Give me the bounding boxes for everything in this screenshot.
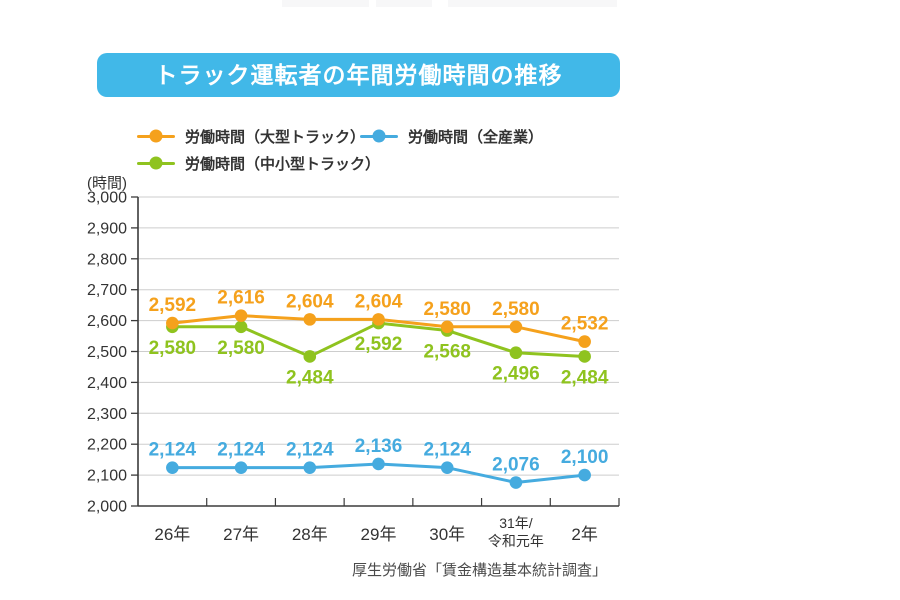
data-point — [166, 316, 179, 330]
legend-dot-icon — [372, 129, 386, 143]
data-point — [440, 320, 454, 334]
data-point-label: 2,124 — [286, 440, 334, 461]
source-note: 厚生労働省「賃金構造基本統計調査」 — [352, 562, 608, 579]
y-tick-label: 2,400 — [87, 375, 127, 392]
y-tick-label: 2,200 — [87, 437, 127, 454]
data-point — [234, 309, 248, 322]
x-tick-label: 26年 — [154, 525, 190, 544]
data-point — [166, 461, 179, 474]
y-tick-label: 2,900 — [87, 220, 127, 237]
legend-item-all-industries: 労働時間（全産業） — [360, 127, 544, 146]
data-point-label: 2,580 — [217, 338, 265, 359]
legend-dot-icon — [149, 156, 163, 170]
y-axis-labels: 2,000 2,100 2,200 2,300 2,400 2,500 2,600 2,700… — [87, 175, 127, 516]
data-point-label: 2,124 — [217, 440, 265, 461]
y-tick-label: 2,800 — [87, 251, 127, 268]
legend-label: 労働時間（中小型トラック） — [185, 155, 381, 173]
legend-item-large-truck: 労働時間（大型トラック） — [137, 127, 365, 146]
data-point — [509, 346, 523, 360]
data-point-label: 2,604 — [355, 291, 403, 312]
y-tick-label: 2,500 — [87, 344, 127, 361]
cropped-content-remnant — [282, 0, 369, 7]
legend-line-marker-blue — [360, 129, 398, 143]
x-tick-label: 28年 — [292, 525, 328, 544]
legend-dot-icon — [149, 129, 163, 143]
y-tick-label: 2,700 — [87, 282, 127, 299]
legend-label: 労働時間（大型トラック） — [185, 128, 366, 146]
y-axis-unit-label: (時間) — [87, 175, 127, 192]
data-point-label: 2,616 — [217, 288, 265, 309]
x-tick-label: 31年/ — [499, 515, 533, 531]
series-small-medium-truck: 2,580 2,580 2,484 2,592 2,568 2,496 2,484 — [149, 316, 609, 388]
data-point — [440, 461, 454, 474]
legend-label: 労働時間（全産業） — [408, 128, 544, 146]
data-point — [303, 350, 317, 363]
data-point-label: 2,496 — [492, 364, 540, 385]
y-tick-label: 2,000 — [87, 499, 127, 516]
data-point — [372, 457, 385, 471]
data-point-label: 2,076 — [492, 455, 540, 476]
legend-line-marker-green — [137, 156, 175, 170]
data-point — [303, 461, 317, 474]
data-point — [372, 313, 385, 326]
x-tick-label: 27年 — [223, 525, 259, 544]
data-point-label: 2,124 — [149, 440, 197, 461]
y-tick-label: 2,100 — [87, 468, 127, 485]
x-axis-labels: 26年 27年 28年 29年 30年 31年/令和元年 2年 — [154, 515, 597, 549]
grid-lines — [138, 196, 619, 476]
y-tick-label: 2,600 — [87, 313, 127, 330]
legend-line-marker-orange — [137, 129, 175, 143]
data-point-label: 2,592 — [149, 295, 197, 316]
title-banner: トラック運転者の年間労働時間の推移 — [97, 53, 620, 97]
data-point-label: 2,124 — [423, 440, 471, 461]
series-large-truck: 2,592 2,616 2,604 2,604 2,580 2,580 2,532 — [149, 288, 609, 348]
cropped-content-remnant — [376, 0, 432, 7]
data-point-label: 2,592 — [355, 334, 403, 355]
cropped-content-remnant — [448, 0, 617, 7]
data-point — [509, 476, 523, 489]
x-tick-label: 令和元年 — [488, 533, 544, 549]
data-point-label: 2,532 — [561, 314, 609, 335]
data-point-label: 2,136 — [355, 436, 403, 457]
data-point — [509, 320, 523, 334]
data-point-label: 2,580 — [492, 299, 540, 320]
chart-title: トラック運転者の年間労働時間の推移 — [154, 61, 563, 88]
data-point-label: 2,484 — [286, 367, 334, 388]
axes — [131, 196, 620, 507]
data-point-label: 2,580 — [423, 299, 471, 320]
x-tick-label: 30年 — [429, 525, 465, 544]
data-point — [234, 320, 248, 334]
x-tick-label: 29年 — [361, 525, 397, 544]
legend-item-small-medium-truck: 労働時間（中小型トラック） — [137, 154, 380, 173]
data-point — [578, 335, 591, 348]
chart-legend: 労働時間（大型トラック） 労働時間（全産業） 労働時間（中小型トラック） — [137, 127, 544, 173]
data-point-label: 2,100 — [561, 447, 609, 468]
y-tick-label: 2,300 — [87, 406, 127, 423]
series-all-industries: 2,124 2,124 2,124 2,136 2,124 2,076 2,100 — [149, 436, 609, 489]
data-point-label: 2,604 — [286, 291, 334, 312]
data-point-label: 2,568 — [423, 341, 471, 362]
data-point-label: 2,484 — [561, 367, 609, 388]
x-tick-label: 2年 — [571, 525, 597, 544]
data-point — [303, 313, 317, 326]
data-point-label: 2,580 — [149, 338, 197, 359]
data-point — [234, 461, 248, 474]
data-point — [578, 468, 591, 482]
y-tick-label: 3,000 — [87, 190, 127, 207]
data-point — [578, 350, 591, 363]
